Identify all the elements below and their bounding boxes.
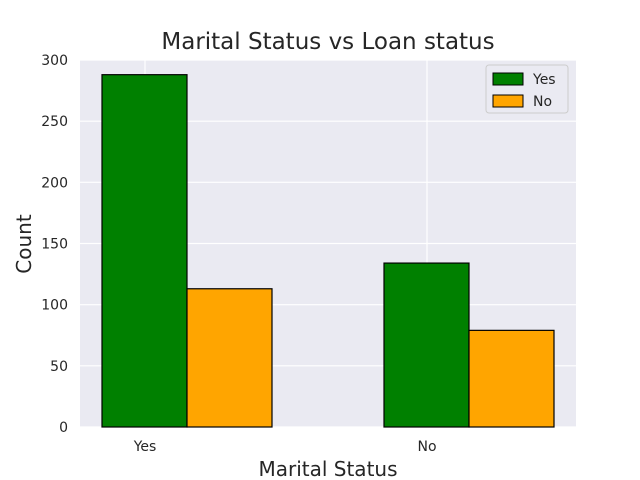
chart-title: Marital Status vs Loan status — [161, 29, 494, 55]
y-tick-label: 250 — [41, 114, 68, 130]
bars — [101, 74, 555, 428]
bar-no-yes — [383, 262, 470, 428]
legend-label-no: No — [533, 94, 552, 110]
x-axis-ticks: Yes No — [133, 439, 437, 455]
y-axis-label: Count — [12, 214, 36, 274]
y-tick-label: 0 — [59, 420, 68, 436]
x-axis-label: Marital Status — [258, 457, 397, 480]
y-tick-label: 50 — [50, 359, 68, 375]
legend-label-yes: Yes — [532, 72, 556, 88]
x-tick-label: No — [417, 439, 436, 455]
x-tick-label: Yes — [133, 439, 157, 455]
y-tick-label: 200 — [41, 175, 68, 191]
bar-yes-no — [186, 288, 273, 428]
legend: Yes No — [485, 64, 569, 114]
y-tick-label: 150 — [41, 237, 68, 253]
legend-swatch-yes — [492, 72, 524, 86]
bar-no-no — [468, 329, 555, 428]
bar-yes-yes — [101, 74, 188, 428]
legend-swatch-no — [492, 94, 524, 108]
y-tick-label: 100 — [41, 298, 68, 314]
y-tick-label: 300 — [41, 53, 68, 69]
y-axis-ticks: 0 50 100 150 200 250 300 — [41, 53, 68, 436]
